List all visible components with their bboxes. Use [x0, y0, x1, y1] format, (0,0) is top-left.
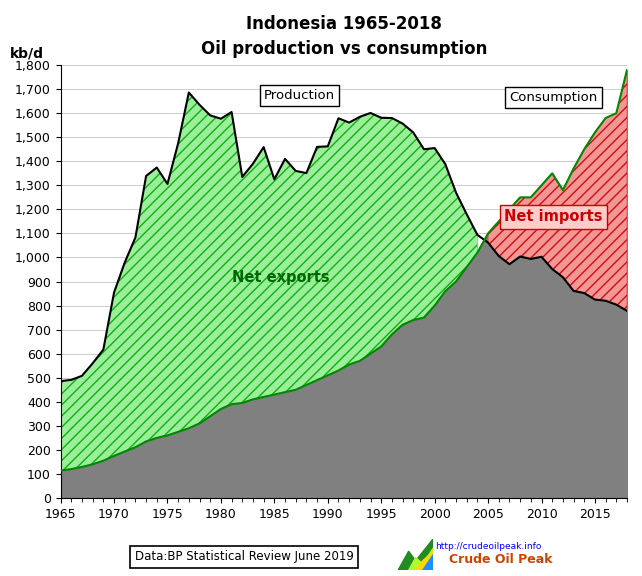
Text: Consumption: Consumption [510, 91, 598, 104]
Text: Crude Oil Peak: Crude Oil Peak [449, 552, 553, 566]
Polygon shape [422, 554, 433, 570]
Text: Data:BP Statistical Review June 2019: Data:BP Statistical Review June 2019 [135, 550, 353, 563]
Text: http://crudeoilpeak.info: http://crudeoilpeak.info [435, 541, 541, 551]
Text: Net exports: Net exports [232, 270, 329, 285]
Polygon shape [398, 539, 433, 570]
Title: Indonesia 1965-2018
Oil production vs consumption: Indonesia 1965-2018 Oil production vs co… [200, 15, 487, 58]
Polygon shape [416, 551, 433, 570]
Text: Net imports: Net imports [504, 210, 603, 225]
Polygon shape [409, 548, 433, 570]
Text: kb/d: kb/d [10, 47, 44, 61]
Text: Production: Production [264, 89, 334, 102]
